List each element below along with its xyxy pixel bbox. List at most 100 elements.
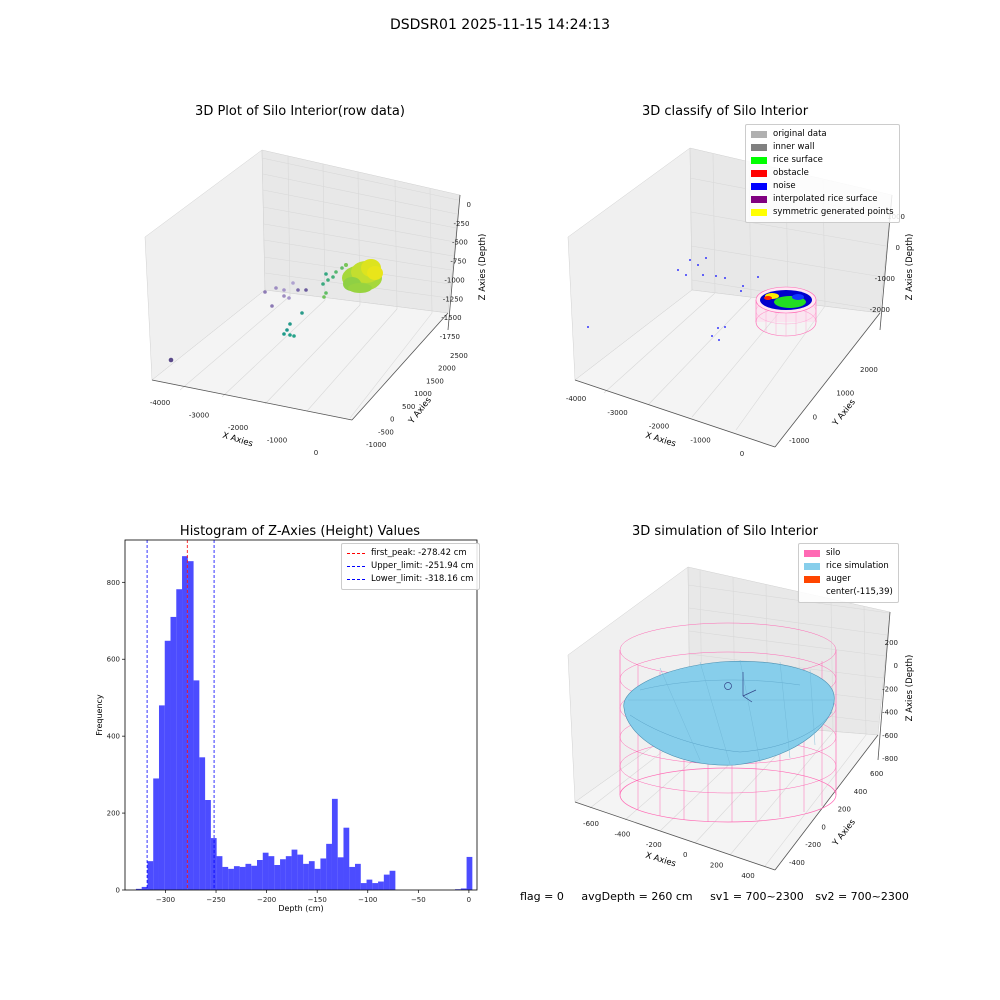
p4-y-tick-label: 400 [854,788,867,796]
legend-swatch [751,157,767,164]
legend-swatch [751,170,767,177]
hist-bar [466,856,473,890]
p4-y-tick-label: -200 [805,841,821,849]
hist-legend: first_peak: -278.42 cm Upper_limit: -251… [341,543,480,590]
hist-bars [135,556,473,890]
hist-bar [303,863,309,890]
p1-z-tick-label: -1250 [443,295,463,303]
legend-item-silo: silo [804,547,893,560]
legend-item-symmetric: symmetric generated points [751,206,894,219]
p2-noise-point [697,264,699,266]
p2-noise-point [705,257,707,259]
p1-z-tick-label: -250 [454,220,470,228]
p1-point [326,278,330,282]
hist-bar [210,838,217,890]
hist-bar [153,778,159,890]
panel1-x-axis-line [151,379,353,421]
p1-x-tick-label: -3000 [189,412,209,420]
p1-point [282,332,286,336]
panel4-z-label: Z Axies (Depth) [905,655,915,722]
hist-y-tick-label: 0 [116,887,120,895]
hist-bar [257,860,263,890]
p1-y-tick-label: 1500 [426,377,444,385]
p1-x-tick-label: -4000 [150,399,170,407]
p4-z-tick-label: -200 [882,685,898,693]
hist-bar [268,856,275,890]
hist-y-tick-label: 800 [107,579,120,587]
panel4-z-ticks: -800 -600 -400 -200 0 200 [882,639,898,763]
p2-noise-point [685,274,687,276]
hist-bar [193,680,200,890]
p2-noise-point [702,274,704,276]
legend-swatch [751,196,767,203]
hist-x-tick-label: −300 [156,896,175,904]
legend-label: auger [826,574,851,584]
hist-y-label: Frequency [95,694,104,736]
hist-bar [460,888,467,890]
hist-bar [389,870,396,890]
panel3-title: Histogram of Z-Axies (Height) Values [179,524,421,539]
panel4-center-marker [724,672,757,703]
p1-z-tick-label: -1500 [441,314,461,322]
p1-point [304,288,308,292]
hist-bar [205,800,211,890]
legend-item-obstacle: obstacle [751,167,894,180]
hist-bar [308,861,315,890]
hist-bar [355,863,361,890]
panel2-x-axis-line [574,379,776,448]
sv2-text: sv2 = 700~2300 [815,890,909,903]
panel1-z-ticks: -1750 -1500 -1250 -1000 -750 -500 -250 0 [440,201,471,341]
p4-z-tick-label: 200 [885,639,898,647]
hist-bar [297,854,304,890]
legend-swatch [751,183,767,190]
p2-noise-point [717,327,719,329]
hist-reference-lines [146,540,215,890]
hist-x-tick-label: 0 [467,896,471,904]
panel1-x-ticks: -4000 -3000 -2000 -1000 0 [150,399,318,457]
p2-noise-point [742,285,744,287]
p1-y-tick-label: 2500 [450,352,468,360]
hist-bar [366,879,373,890]
panel1-y-label: Y Axies [406,395,434,427]
panel4-x-ticks: -600 -400 -200 0 200 400 [583,820,755,880]
p1-point [292,334,296,338]
legend-item-auger: auger [804,573,893,586]
p1-point [291,281,295,285]
p4-z-tick-label: -800 [882,755,898,763]
legend-label: symmetric generated points [773,207,894,217]
panel2-y-label: Y Axies [830,397,858,429]
p2-noise-point [718,339,720,341]
p1-point [285,328,289,332]
hist-bar [147,861,154,890]
p1-z-tick-label: 0 [467,201,471,209]
p1-y-tick-label: 2000 [438,365,456,373]
hist-bar [320,858,327,890]
p2-noise-point [715,275,717,277]
p1-point [282,288,286,292]
hist-bar [360,883,367,890]
panel2-y-axis-line [774,312,881,448]
hist-bar [274,865,281,890]
p2-noise-point [587,326,589,328]
p1-point [296,288,300,292]
p1-point [288,322,292,326]
hist-x-tick-label: −200 [257,896,276,904]
p1-point [300,311,304,315]
panel4-y-label: Y Axies [830,817,858,849]
panel4-z-axis-line [877,611,891,761]
hist-bar [331,798,338,890]
legend-item-lower-limit: Lower_limit: -318.16 cm [347,573,474,586]
legend-swatch [804,550,820,557]
panel4-x-axis-line [574,801,776,871]
hist-bar [141,886,148,890]
p4-x-tick-label: 0 [683,851,687,859]
status-footer: flag = 0 avgDepth = 260 cm sv1 = 700~230… [520,890,923,903]
p1-point [324,291,328,295]
legend-label: noise [773,181,796,191]
p2-noise-point [677,269,679,271]
hist-bar [383,874,390,890]
panel2-y-ticks: -1000 0 1000 2000 [789,366,878,445]
p4-y-tick-label: 200 [838,806,851,814]
p4-z-tick-label: 0 [894,662,898,670]
panel1-3d-axes: -4000 -3000 -2000 -1000 0 -1000 -500 0 500 1000 1… [144,149,488,457]
